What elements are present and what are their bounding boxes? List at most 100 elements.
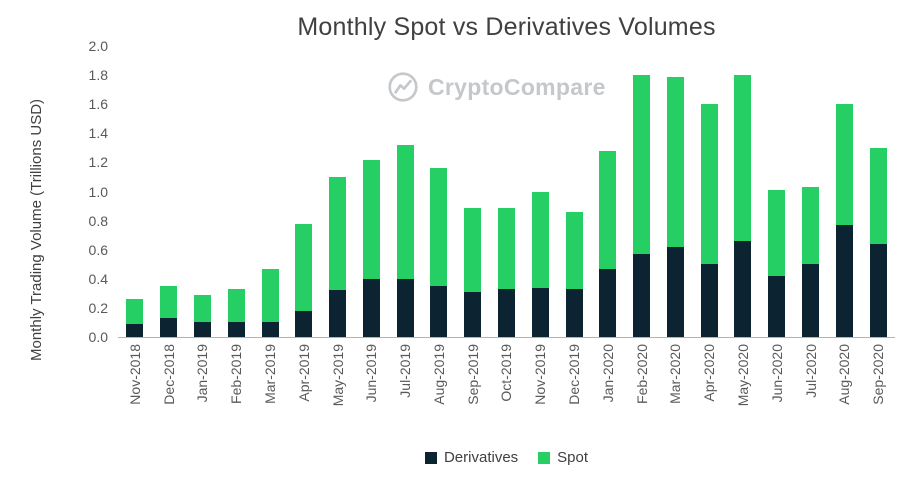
y-tick-label: 1.2 — [88, 154, 108, 171]
y-tick-label: 1.6 — [88, 96, 108, 113]
x-tick-label-text: Feb-2020 — [633, 344, 650, 404]
bar-segment-spot — [362, 159, 380, 279]
bar-segment-spot — [329, 176, 347, 291]
bar-may-2019 — [321, 46, 355, 337]
bar-sep-2020 — [861, 46, 895, 337]
x-axis-labels: Nov-2018 Dec-2018 Jan-2019 Feb-2019 Mar-2019… — [118, 344, 895, 438]
legend-item-derivatives: Derivatives — [424, 449, 518, 466]
bar-segment-spot — [227, 289, 245, 323]
x-tick-label: Oct-2019 — [490, 344, 524, 438]
chart-title: Monthly Spot vs Derivatives Volumes — [297, 13, 716, 41]
bar-segment-spot — [396, 144, 414, 279]
y-tick-label: 0.0 — [88, 329, 108, 345]
bar-segment-derivatives — [802, 264, 820, 337]
x-tick-label: Aug-2020 — [827, 344, 861, 438]
bar-mar-2020 — [659, 46, 693, 337]
x-tick-label: Jan-2019 — [186, 344, 220, 438]
x-tick-label-text: May-2020 — [734, 344, 751, 407]
x-tick-label-text: Jul-2020 — [802, 344, 819, 398]
x-tick-label: Dec-2019 — [557, 344, 591, 438]
bar-segment-derivatives — [497, 289, 515, 337]
x-tick-label-text: Mar-2019 — [262, 344, 279, 404]
legend-label-spot: Spot — [557, 449, 589, 466]
x-tick-label-text: Jan-2019 — [194, 344, 211, 403]
x-tick-label-text: Apr-2019 — [295, 344, 312, 402]
bar-segment-spot — [497, 207, 515, 289]
bar-segment-spot — [531, 191, 549, 288]
x-tick-label-text: Jul-2019 — [397, 344, 414, 398]
bar-segment-derivatives — [193, 322, 211, 337]
bars-group — [118, 46, 895, 337]
bar-segment-derivatives — [329, 290, 347, 337]
bar-segment-spot — [869, 147, 887, 244]
y-tick-label: 1.4 — [88, 125, 108, 142]
x-tick-label-text: Dec-2019 — [566, 344, 583, 405]
bar-jan-2019 — [186, 46, 220, 337]
x-tick-label: Jun-2019 — [354, 344, 388, 438]
x-tick-label: Nov-2019 — [523, 344, 557, 438]
bar-segment-spot — [565, 211, 583, 289]
bar-segment-spot — [734, 75, 752, 241]
bar-segment-derivatives — [869, 243, 887, 337]
bar-segment-derivatives — [565, 289, 583, 337]
bar-feb-2020 — [625, 46, 659, 337]
y-tick-label: 1.8 — [88, 67, 108, 84]
bar-segment-spot — [633, 75, 651, 255]
plot-area: CryptoCompare — [118, 46, 895, 338]
bar-jan-2020 — [591, 46, 625, 337]
x-tick-label-text: Nov-2018 — [126, 344, 143, 405]
x-tick-label: Jul-2019 — [388, 344, 422, 438]
bar-segment-spot — [295, 223, 313, 311]
bar-segment-derivatives — [734, 240, 752, 337]
bar-segment-derivatives — [700, 264, 718, 337]
bar-jul-2019 — [388, 46, 422, 337]
x-tick-label: Mar-2020 — [659, 344, 693, 438]
bar-aug-2020 — [827, 46, 861, 337]
bar-segment-spot — [599, 150, 617, 269]
bar-jun-2019 — [354, 46, 388, 337]
bar-dec-2019 — [557, 46, 591, 337]
x-tick-label: Sep-2020 — [861, 344, 895, 438]
bar-jun-2020 — [760, 46, 794, 337]
x-tick-label: Dec-2018 — [152, 344, 186, 438]
bar-segment-spot — [126, 299, 144, 324]
x-tick-label: Aug-2019 — [422, 344, 456, 438]
x-tick-label: Nov-2018 — [118, 344, 152, 438]
bar-segment-derivatives — [295, 310, 313, 337]
x-tick-label-text: Apr-2020 — [701, 344, 718, 402]
bar-sep-2019 — [456, 46, 490, 337]
x-tick-label-text: Dec-2018 — [160, 344, 177, 405]
x-tick-label: Feb-2019 — [219, 344, 253, 438]
legend-swatch-derivatives — [424, 451, 437, 464]
bar-nov-2018 — [118, 46, 152, 337]
x-tick-label: Jul-2020 — [794, 344, 828, 438]
y-tick-label: 0.4 — [88, 270, 108, 287]
x-tick-label: Apr-2020 — [692, 344, 726, 438]
x-tick-label: May-2019 — [321, 344, 355, 438]
bar-segment-derivatives — [835, 224, 853, 337]
x-tick-label: May-2020 — [726, 344, 760, 438]
legend-item-spot: Spot — [538, 449, 588, 466]
bar-mar-2019 — [253, 46, 287, 337]
bar-nov-2019 — [523, 46, 557, 337]
bar-apr-2020 — [692, 46, 726, 337]
x-tick-label-text: Jan-2020 — [599, 344, 616, 403]
bar-segment-derivatives — [464, 291, 482, 337]
bar-segment-spot — [193, 294, 211, 323]
x-tick-label: Apr-2019 — [287, 344, 321, 438]
y-tick-label: 1.0 — [88, 183, 108, 200]
y-axis-title: Monthly Trading Volume (Trillions USD) — [28, 98, 45, 362]
bar-segment-derivatives — [531, 287, 549, 337]
x-tick-label-text: Feb-2019 — [228, 344, 245, 404]
bar-feb-2019 — [219, 46, 253, 337]
x-tick-label: Feb-2020 — [625, 344, 659, 438]
x-tick-label: Mar-2019 — [253, 344, 287, 438]
bar-jul-2020 — [794, 46, 828, 337]
bar-segment-derivatives — [396, 278, 414, 337]
bar-segment-derivatives — [160, 318, 178, 337]
x-tick-label-text: Jun-2019 — [363, 344, 380, 403]
y-axis-ticks: 0.0 0.2 0.4 0.6 0.8 1.0 1.2 1.4 1.6 1.8 2.0 — [60, 0, 108, 496]
bar-segment-derivatives — [768, 275, 786, 337]
y-tick-label: 0.8 — [88, 212, 108, 229]
